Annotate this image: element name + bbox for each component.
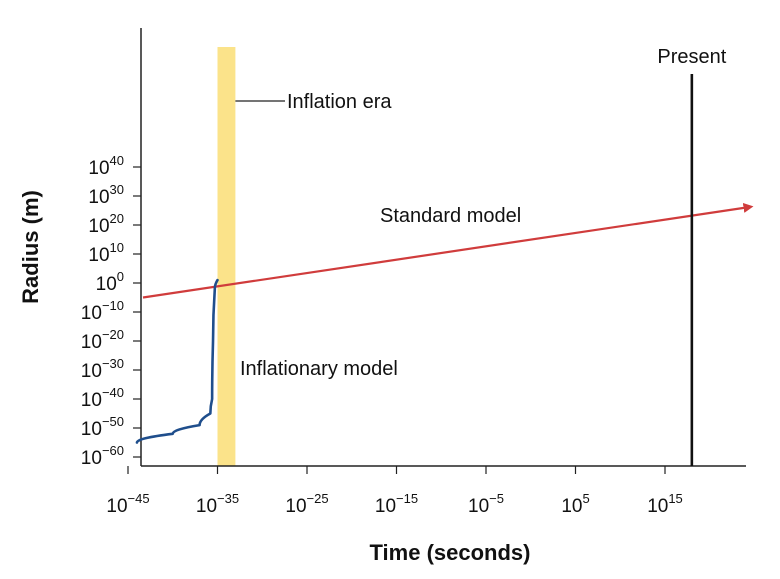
y-tick-base: 10 — [81, 332, 102, 353]
inflation-era-band — [217, 47, 236, 466]
x-tick-label: 1015 — [647, 491, 683, 517]
y-tick-exponent: 40 — [110, 153, 124, 168]
y-tick-exponent: −60 — [102, 443, 124, 458]
x-tick-label: 105 — [561, 491, 589, 517]
y-axis-title: Radius (m) — [18, 190, 43, 304]
y-tick-base: 10 — [96, 274, 117, 295]
y-tick-label: 10−30 — [81, 356, 124, 382]
y-tick-label: 1020 — [88, 211, 124, 237]
y-tick-exponent: −50 — [102, 414, 124, 429]
inflationary-model-curve — [135, 278, 219, 444]
x-tick-label: 10−25 — [285, 491, 328, 517]
x-tick-exponent: 5 — [582, 491, 589, 506]
y-tick-exponent: −20 — [102, 327, 124, 342]
x-tick-exponent: −35 — [217, 491, 239, 506]
x-tick-label: 10−45 — [106, 491, 149, 517]
x-tick-exponent: −15 — [396, 491, 418, 506]
y-tick-exponent: −30 — [102, 356, 124, 371]
y-tick-base: 10 — [88, 187, 109, 208]
x-tick-base: 10 — [468, 496, 489, 517]
y-tick-label: 1040 — [88, 153, 124, 179]
y-tick-label: 10−10 — [81, 298, 124, 324]
y-tick-base: 10 — [81, 303, 102, 324]
inflationary-model-label: Inflationary model — [240, 358, 398, 380]
y-tick-label: 100 — [96, 269, 124, 295]
x-tick-exponent: −45 — [128, 491, 150, 506]
inflation-era-label: Inflation era — [287, 91, 392, 113]
x-tick-exponent: 15 — [668, 491, 682, 506]
x-axis-title: Time (seconds) — [370, 540, 531, 565]
y-tick-base: 10 — [88, 158, 109, 179]
x-tick-base: 10 — [647, 496, 668, 517]
y-tick-label: 10−60 — [81, 443, 124, 469]
x-tick-base: 10 — [106, 496, 127, 517]
x-tick-label: 10−5 — [468, 491, 504, 517]
x-tick-base: 10 — [196, 496, 217, 517]
y-tick-exponent: 20 — [110, 211, 124, 226]
y-tick-base: 10 — [88, 245, 109, 266]
x-tick-base: 10 — [285, 496, 306, 517]
y-tick-base: 10 — [81, 390, 102, 411]
y-tick-label: 10−20 — [81, 327, 124, 353]
y-tick-exponent: 30 — [110, 182, 124, 197]
y-tick-label: 1030 — [88, 182, 124, 208]
standard-model-line — [142, 202, 754, 299]
x-tick-base: 10 — [375, 496, 396, 517]
x-tick-label: 10−15 — [375, 491, 418, 517]
x-tick-label: 10−35 — [196, 491, 239, 517]
y-tick-label: 10−40 — [81, 385, 124, 411]
y-tick-base: 10 — [88, 216, 109, 237]
y-tick-exponent: 10 — [110, 240, 124, 255]
y-tick-exponent: 0 — [117, 269, 124, 284]
y-tick-base: 10 — [81, 448, 102, 469]
standard-model-label: Standard model — [380, 205, 521, 227]
x-tick-exponent: −25 — [307, 491, 329, 506]
x-tick-base: 10 — [561, 496, 582, 517]
y-tick-label: 10−50 — [81, 414, 124, 440]
y-tick-exponent: −40 — [102, 385, 124, 400]
x-tick-exponent: −5 — [489, 491, 504, 506]
y-tick-label: 1010 — [88, 240, 124, 266]
present-label: Present — [657, 46, 726, 68]
y-tick-base: 10 — [81, 361, 102, 382]
y-tick-base: 10 — [81, 419, 102, 440]
y-tick-exponent: −10 — [102, 298, 124, 313]
